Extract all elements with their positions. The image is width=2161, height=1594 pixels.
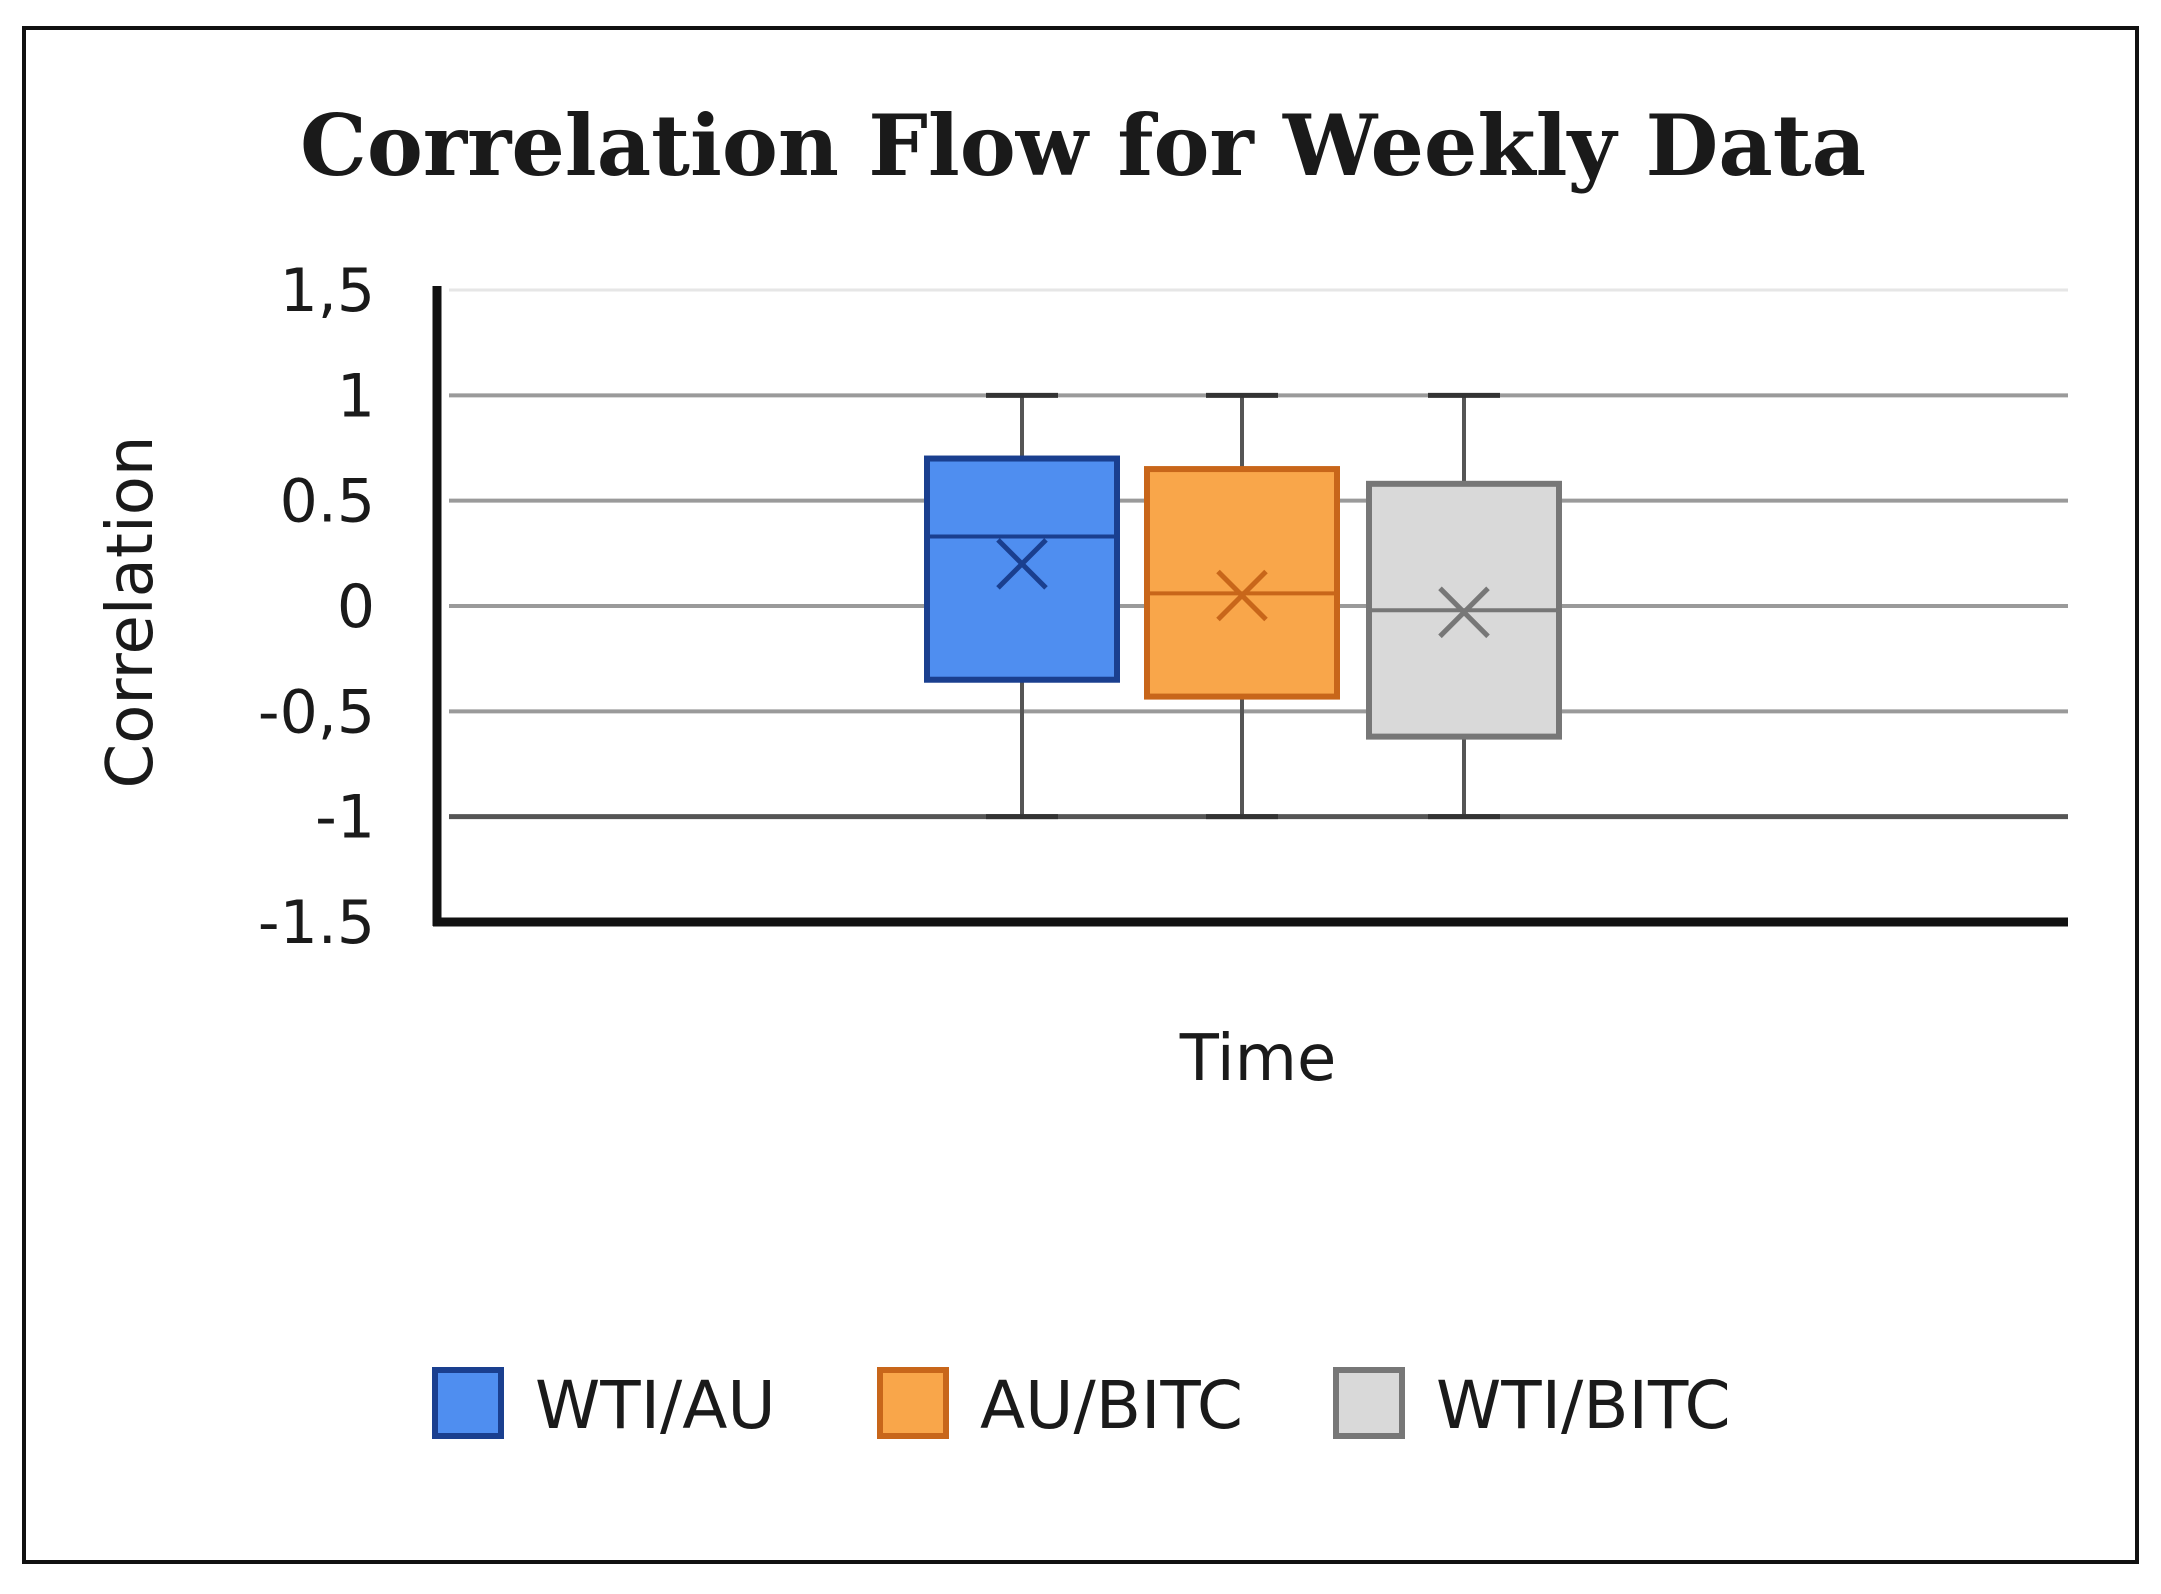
boxplot-wti-bitc	[1366, 392, 1562, 820]
mean-marker	[996, 538, 1048, 590]
y-tick-label: 1	[337, 361, 375, 431]
y-axis-label: Correlation	[94, 436, 168, 789]
mean-marker-stroke	[1216, 569, 1268, 622]
y-tick-labels: 1,5 1 0.5 0 -0,5 -1 -1.5	[258, 256, 375, 958]
legend-swatch	[432, 1367, 504, 1439]
legend-label: WTI/AU	[535, 1367, 776, 1444]
iqr-box	[1144, 466, 1340, 700]
legend-item: WTI/AU	[432, 1367, 776, 1444]
y-tick-label: 0	[337, 572, 375, 642]
axes	[432, 286, 2068, 927]
mean-marker-stroke	[1438, 586, 1490, 639]
legend: WTI/AU AU/BITC WTI/BITC	[432, 1367, 1731, 1444]
y-tick-label: -1.5	[258, 888, 375, 958]
iqr-box	[924, 455, 1120, 683]
boxplot-au-bitc	[1144, 392, 1340, 820]
x-axis-label: Time	[1179, 1022, 1337, 1096]
legend-item: WTI/BITC	[1333, 1367, 1731, 1444]
legend-label: WTI/BITC	[1436, 1367, 1731, 1444]
boxplots	[924, 392, 1562, 820]
y-tick-label: -1	[315, 783, 375, 853]
mean-marker	[1216, 569, 1268, 622]
y-tick-label: 0.5	[280, 467, 375, 537]
legend-label: AU/BITC	[980, 1367, 1243, 1444]
mean-marker-stroke	[996, 538, 1048, 590]
chart-frame	[22, 26, 2139, 1564]
mean-marker	[1438, 586, 1490, 639]
y-tick-label: 1,5	[280, 256, 375, 326]
chart-title: Correlation Flow for Weekly Data	[300, 96, 1866, 195]
boxplot-wti-au	[924, 392, 1120, 820]
legend-swatch	[1333, 1367, 1405, 1439]
y-tick-label: -0,5	[258, 677, 375, 747]
legend-swatch	[877, 1367, 949, 1439]
legend-item: AU/BITC	[877, 1367, 1243, 1444]
